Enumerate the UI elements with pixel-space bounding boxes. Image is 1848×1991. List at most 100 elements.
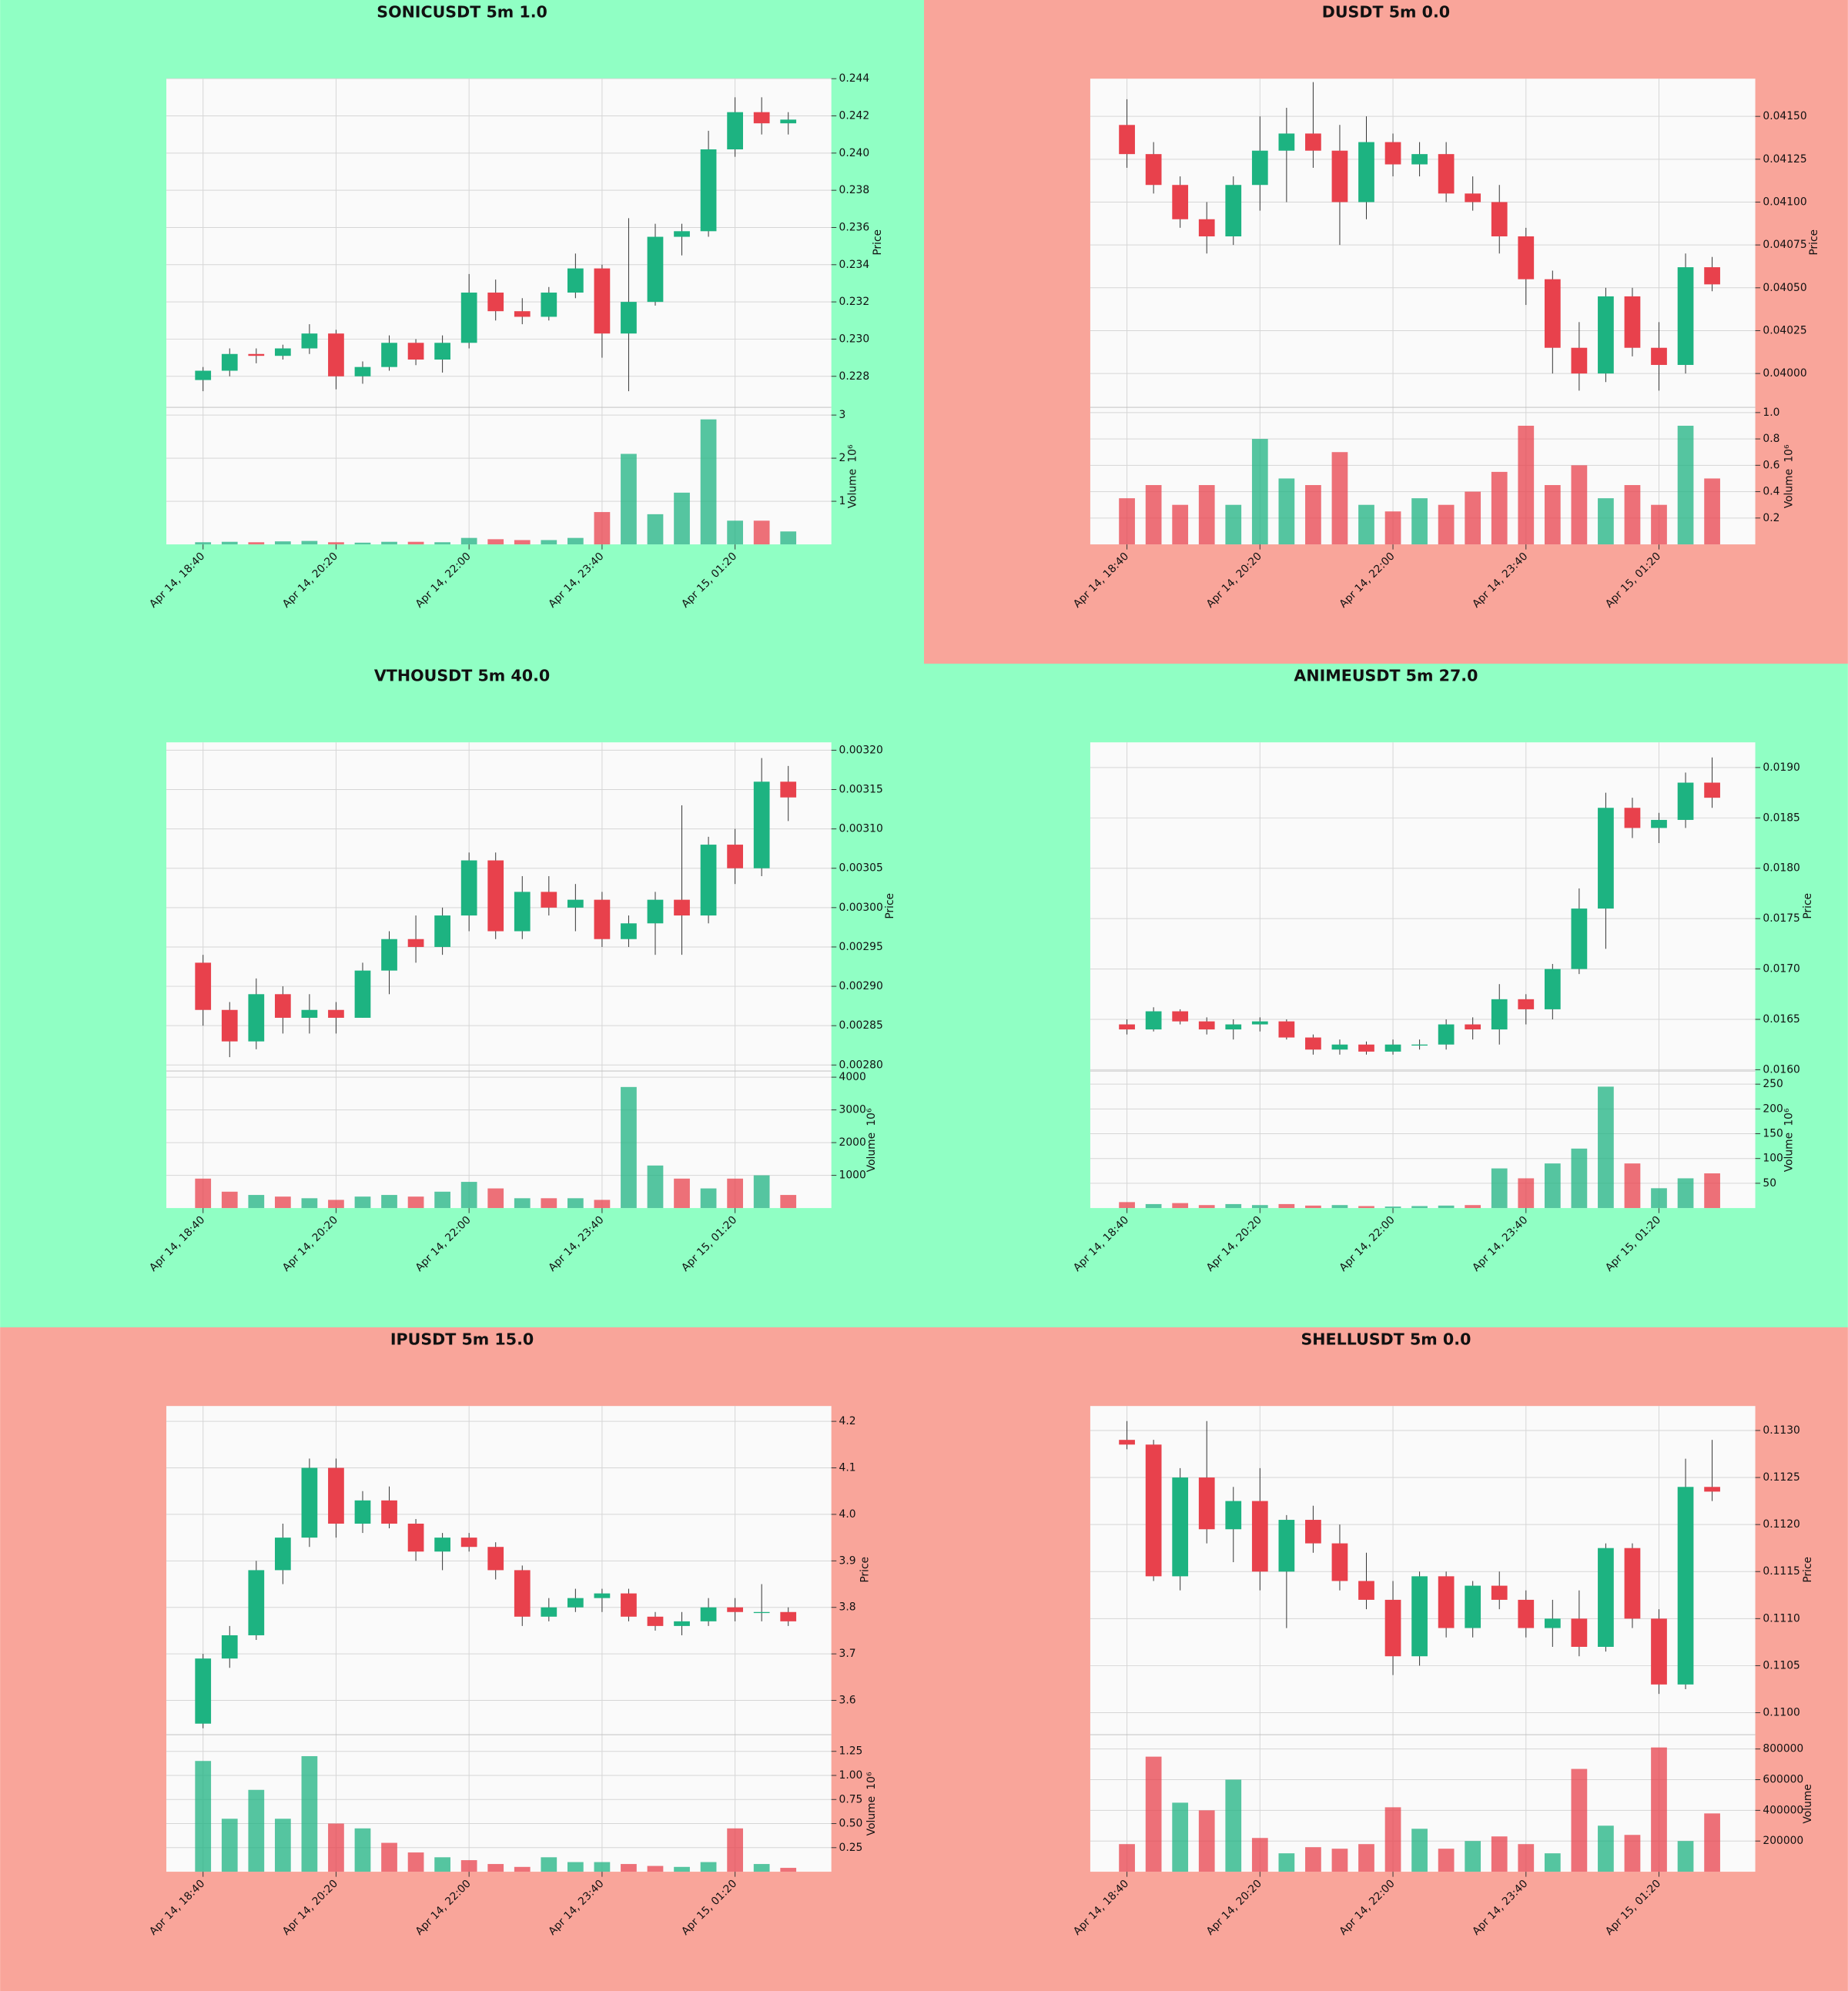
volume-bar: [674, 1178, 690, 1209]
candle-body: [221, 1009, 238, 1042]
candle-body: [780, 1611, 797, 1621]
volume-bar: [1225, 1203, 1242, 1209]
volume-bar: [328, 1823, 344, 1872]
volume-bar: [1305, 485, 1321, 545]
chart-title: SHELLUSDT 5m 0.0: [1301, 1330, 1471, 1348]
candle-body: [1598, 296, 1614, 374]
volume-bar: [487, 1188, 504, 1209]
candle-body: [487, 293, 504, 312]
volume-bar: [1518, 1844, 1535, 1872]
candle-body: [381, 939, 397, 971]
candle-body: [1305, 1520, 1321, 1544]
candle-body: [1544, 279, 1561, 348]
candle-body: [594, 899, 611, 939]
y-tick-label: 0.04025: [1763, 324, 1806, 336]
volume-bar: [1438, 1205, 1455, 1209]
volume-bar: [647, 1866, 664, 1872]
candle-body: [407, 343, 424, 360]
volume-bar: [1598, 498, 1614, 545]
volume-bar: [1598, 1825, 1614, 1872]
candle-body: [647, 899, 664, 924]
candle-body: [647, 1616, 664, 1626]
candle-body: [1278, 133, 1295, 151]
volume-tick-label: 200000: [1763, 1835, 1803, 1847]
chart-title: VTHOUSDT 5m 40.0: [374, 666, 550, 684]
volume-bar: [1465, 1841, 1481, 1872]
candle-body: [1624, 296, 1641, 348]
volume-bar: [301, 1198, 318, 1209]
volume-bar: [1278, 478, 1295, 545]
volume-bar: [460, 1182, 477, 1209]
volume-label-text: Volume: [865, 1133, 878, 1172]
volume-bar: [1518, 1178, 1535, 1209]
volume-bar: [1172, 1203, 1189, 1209]
candle-body: [753, 781, 770, 868]
volume-bar: [753, 1864, 770, 1872]
candle-body: [1119, 125, 1135, 155]
candle-body: [1331, 1543, 1348, 1581]
candle-body: [753, 112, 770, 124]
volume-bar: [1677, 425, 1694, 545]
volume-bar: [1251, 1205, 1268, 1209]
y-tick-label: 0.1115: [1763, 1565, 1799, 1578]
plot-background: [166, 742, 832, 1209]
y-tick-label: 0.232: [839, 296, 870, 308]
candle-body: [1172, 1477, 1189, 1577]
volume-bar: [780, 1868, 797, 1872]
volume-bar: [1411, 1829, 1428, 1872]
volume-bar: [1491, 471, 1508, 545]
y-tick-label: 0.228: [839, 370, 870, 383]
volume-bar: [407, 1196, 424, 1209]
candle-body: [1518, 236, 1535, 279]
volume-axis-label: Volume 10⁶: [1783, 1108, 1796, 1172]
y-tick-label: 4.0: [839, 1508, 856, 1521]
candle-body: [1677, 1487, 1694, 1685]
y-tick-label: 0.230: [839, 333, 870, 345]
volume-bar: [727, 1178, 743, 1209]
candle-body: [1198, 1477, 1215, 1530]
candle-body: [727, 1607, 743, 1612]
volume-bar: [1145, 1756, 1162, 1872]
volume-bar: [541, 1198, 557, 1209]
volume-tick-label: 4000: [839, 1071, 866, 1083]
candle-body: [1278, 1021, 1295, 1038]
candle-body: [514, 1570, 531, 1617]
candle-body: [381, 1500, 397, 1524]
candle-body: [1677, 782, 1694, 820]
volume-offset-text: 10⁶: [1783, 1108, 1796, 1126]
volume-tick-label: 600000: [1763, 1774, 1803, 1786]
candle-body: [1651, 1618, 1667, 1685]
volume-bar: [1651, 504, 1667, 545]
candle-body: [354, 366, 371, 376]
candle-body: [221, 353, 238, 371]
y-tick-label: 4.2: [839, 1415, 856, 1427]
volume-bar: [381, 541, 397, 545]
candle-body: [195, 1658, 212, 1724]
candle-body: [1198, 219, 1215, 237]
volume-bar: [407, 541, 424, 545]
candle-body: [1225, 1024, 1242, 1030]
candle-body: [460, 860, 477, 916]
volume-bar: [1491, 1168, 1508, 1209]
volume-bar: [248, 1195, 265, 1209]
candle-body: [1331, 1044, 1348, 1050]
candle-body: [407, 939, 424, 947]
candle-body: [301, 1467, 318, 1538]
volume-bar: [1544, 485, 1561, 545]
y-tick-label: 0.00280: [839, 1059, 883, 1071]
candle-body: [1225, 1501, 1242, 1530]
volume-bar: [1651, 1188, 1667, 1209]
y-tick-label: 0.04125: [1763, 153, 1806, 166]
volume-bar: [1624, 1163, 1641, 1209]
chart-title: IPUSDT 5m 15.0: [390, 1330, 534, 1348]
y-tick-label: 0.1110: [1763, 1612, 1799, 1625]
candle-body: [514, 311, 531, 317]
volume-bar: [700, 1188, 717, 1209]
volume-bar: [301, 1755, 318, 1872]
volume-bar: [1544, 1853, 1561, 1872]
candle-body: [1438, 1024, 1455, 1045]
candle-body: [1598, 1548, 1614, 1648]
candle-body: [541, 293, 557, 317]
